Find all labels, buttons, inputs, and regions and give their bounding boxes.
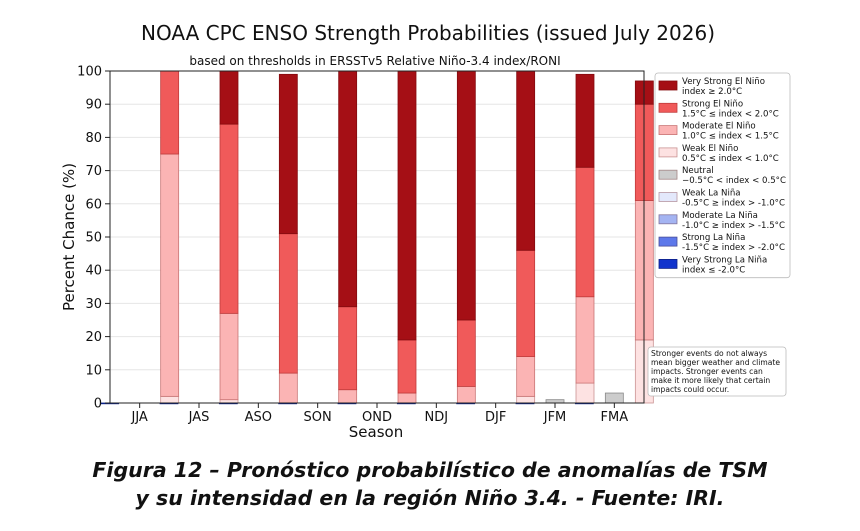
- y-tick-label: 100: [77, 65, 102, 80]
- legend-swatch: [658, 80, 678, 91]
- el-nino-bar-segment: [397, 70, 417, 341]
- annotation-line: impacts could occur.: [651, 385, 729, 394]
- legend-swatch: [658, 258, 678, 269]
- legend-entry-name: Weak La Niña: [682, 189, 741, 199]
- legend-entry-name: Strong El Niño: [682, 99, 743, 109]
- figure-caption-line-1: Figura 12 – Pronóstico probabilístico de…: [92, 458, 768, 482]
- neutral-bar: [604, 392, 624, 404]
- legend-entry-name: Very Strong El Niño: [682, 77, 765, 87]
- el-nino-bar-segment: [397, 392, 417, 404]
- el-nino-bar-segment: [516, 70, 536, 251]
- y-axis-label: Percent Chance (%): [60, 163, 78, 311]
- legend-swatch: [658, 125, 678, 135]
- figure-caption-line-2: y su intensidad en la región Niño 3.4. -…: [135, 486, 725, 510]
- y-tick-label: 40: [85, 264, 102, 279]
- el-nino-bar-segment: [160, 153, 180, 397]
- legend-swatch: [658, 236, 678, 247]
- annotation-line: make it more likely that certain: [651, 376, 770, 385]
- x-tick-label: JFM: [543, 410, 567, 425]
- y-tick-label: 30: [85, 297, 102, 312]
- legend-entry-threshold: 0.5°C ≤ index < 1.0°C: [682, 154, 779, 164]
- el-nino-bar-segment: [516, 395, 536, 404]
- chart-subtitle: based on thresholds in ERSSTv5 Relative …: [189, 54, 560, 68]
- x-tick-label: JJA: [130, 410, 147, 425]
- el-nino-bar-segment: [338, 306, 358, 391]
- el-nino-bar-segment: [456, 385, 476, 404]
- el-nino-bar-segment: [575, 382, 595, 404]
- x-tick-label: NDJ: [425, 410, 449, 425]
- y-tick-label: 50: [85, 231, 102, 246]
- x-tick-label: DJF: [485, 410, 506, 425]
- el-nino-bar-segment: [160, 70, 180, 155]
- x-tick-label: ASO: [245, 410, 272, 425]
- legend-swatch: [658, 169, 678, 180]
- el-nino-bar-segment: [575, 166, 595, 298]
- y-tick-label: 0: [94, 397, 102, 412]
- el-nino-bar-segment: [219, 70, 239, 125]
- legend-entry-name: Very Strong La Niña: [682, 255, 767, 265]
- legend-entry-threshold: index ≥ 2.0°C: [682, 87, 742, 97]
- legend-entry-threshold: 1.0°C ≤ index < 1.5°C: [682, 132, 779, 142]
- y-tick-label: 90: [85, 98, 102, 113]
- legend-entry-threshold: index ≤ -2.0°C: [682, 265, 745, 275]
- legend-entry-name: Moderate El Niño: [682, 122, 756, 132]
- legend-entry-threshold: 1.5°C ≤ index < 2.0°C: [682, 109, 779, 119]
- el-nino-bar-segment: [278, 73, 298, 235]
- annotation-line: Stronger events do not always: [651, 349, 767, 358]
- x-tick-label: FMA: [601, 410, 629, 425]
- legend-swatch: [658, 192, 678, 202]
- chart-title: NOAA CPC ENSO Strength Probabilities (is…: [141, 21, 715, 45]
- legend-entry-threshold: -1.5°C ≥ index > -2.0°C: [682, 243, 785, 253]
- y-tick-label: 20: [85, 330, 102, 345]
- bars: [100, 70, 654, 405]
- el-nino-bar-segment: [160, 395, 180, 404]
- x-axis: JJA JAS ASO SON OND NDJ DJF JFM FMA: [130, 403, 628, 425]
- x-axis-label: Season: [349, 423, 403, 441]
- el-nino-bar-segment: [516, 249, 536, 357]
- legend-swatch: [658, 147, 678, 158]
- el-nino-bar-segment: [456, 319, 476, 387]
- y-tick-label: 10: [85, 363, 102, 378]
- el-nino-bar-segment: [575, 296, 595, 384]
- el-nino-bar-segment: [575, 73, 595, 168]
- annotation-line: mean bigger weather and climate: [651, 358, 780, 367]
- enso-strength-chart: NOAA CPC ENSO Strength Probabilities (is…: [60, 21, 791, 441]
- el-nino-bar-segment: [278, 233, 298, 374]
- el-nino-bar-segment: [397, 339, 417, 394]
- legend-entry-threshold: -1.0°C ≥ index > -1.5°C: [682, 221, 785, 231]
- el-nino-bar-segment: [278, 372, 298, 404]
- y-axis: 0 10 20 30 40 50 60 70 80 90 100: [77, 65, 110, 412]
- y-tick-label: 60: [85, 197, 102, 212]
- legend-entry-name: Neutral: [682, 166, 714, 176]
- legend-entry-name: Weak El Niño: [682, 144, 738, 154]
- el-nino-bar-segment: [219, 312, 239, 401]
- el-nino-bar-segment: [219, 123, 239, 314]
- annotation-line: impacts. Stronger events can: [651, 367, 763, 376]
- el-nino-bar-segment: [338, 70, 358, 308]
- gridlines: [110, 70, 644, 404]
- legend-entry-threshold: -0.5°C ≥ index > -1.0°C: [682, 199, 785, 209]
- legend-entry-name: Strong La Niña: [682, 233, 745, 243]
- el-nino-bar-segment: [516, 356, 536, 397]
- legend-swatch: [658, 214, 678, 225]
- el-nino-bar-segment: [338, 389, 358, 404]
- annotation-frame: [647, 346, 787, 397]
- legend-swatch: [658, 102, 678, 113]
- legend-entry-threshold: −0.5°C < index < 0.5°C: [682, 176, 786, 186]
- legend-frame: [654, 72, 791, 279]
- x-tick-label: SON: [304, 410, 332, 425]
- x-tick-label: OND: [362, 410, 392, 425]
- y-tick-label: 70: [85, 164, 102, 179]
- y-tick-label: 80: [85, 131, 102, 146]
- x-tick-label: JAS: [188, 410, 210, 425]
- legend-entry-name: Moderate La Niña: [682, 211, 758, 221]
- el-nino-bar-segment: [456, 70, 476, 321]
